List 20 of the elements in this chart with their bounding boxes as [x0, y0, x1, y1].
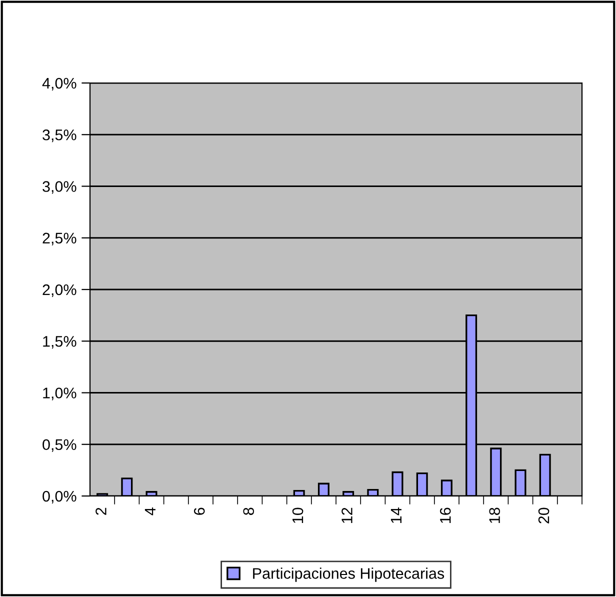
y-tick-label: 0,5% — [42, 439, 76, 452]
legend-label: Participaciones Hipotecarias — [253, 568, 444, 582]
y-tick-label: 3,0% — [42, 181, 76, 194]
x-tick-label: 20 — [538, 508, 550, 524]
y-tick-label: 1,5% — [43, 336, 76, 349]
x-tick-label: 8 — [243, 508, 254, 515]
x-tick-label: 12 — [342, 508, 352, 523]
x-tick-label: 10 — [292, 508, 304, 523]
y-tick-label: 4,0% — [42, 78, 76, 90]
y-tick-label: 2,5% — [42, 232, 76, 246]
x-tick-label: 2 — [96, 508, 106, 515]
y-tick-label: 0,0% — [42, 490, 76, 504]
x-tick-label: 4 — [144, 508, 156, 516]
x-tick-label: 6 — [194, 508, 205, 515]
y-tick-label: 3,5% — [42, 129, 76, 142]
x-tick-label: 18 — [489, 508, 500, 523]
y-tick-label: 2,0% — [42, 284, 76, 297]
x-tick-label: 16 — [440, 508, 451, 523]
x-tick-label: 14 — [390, 508, 402, 523]
y-tick-label: 1,0% — [43, 388, 76, 400]
